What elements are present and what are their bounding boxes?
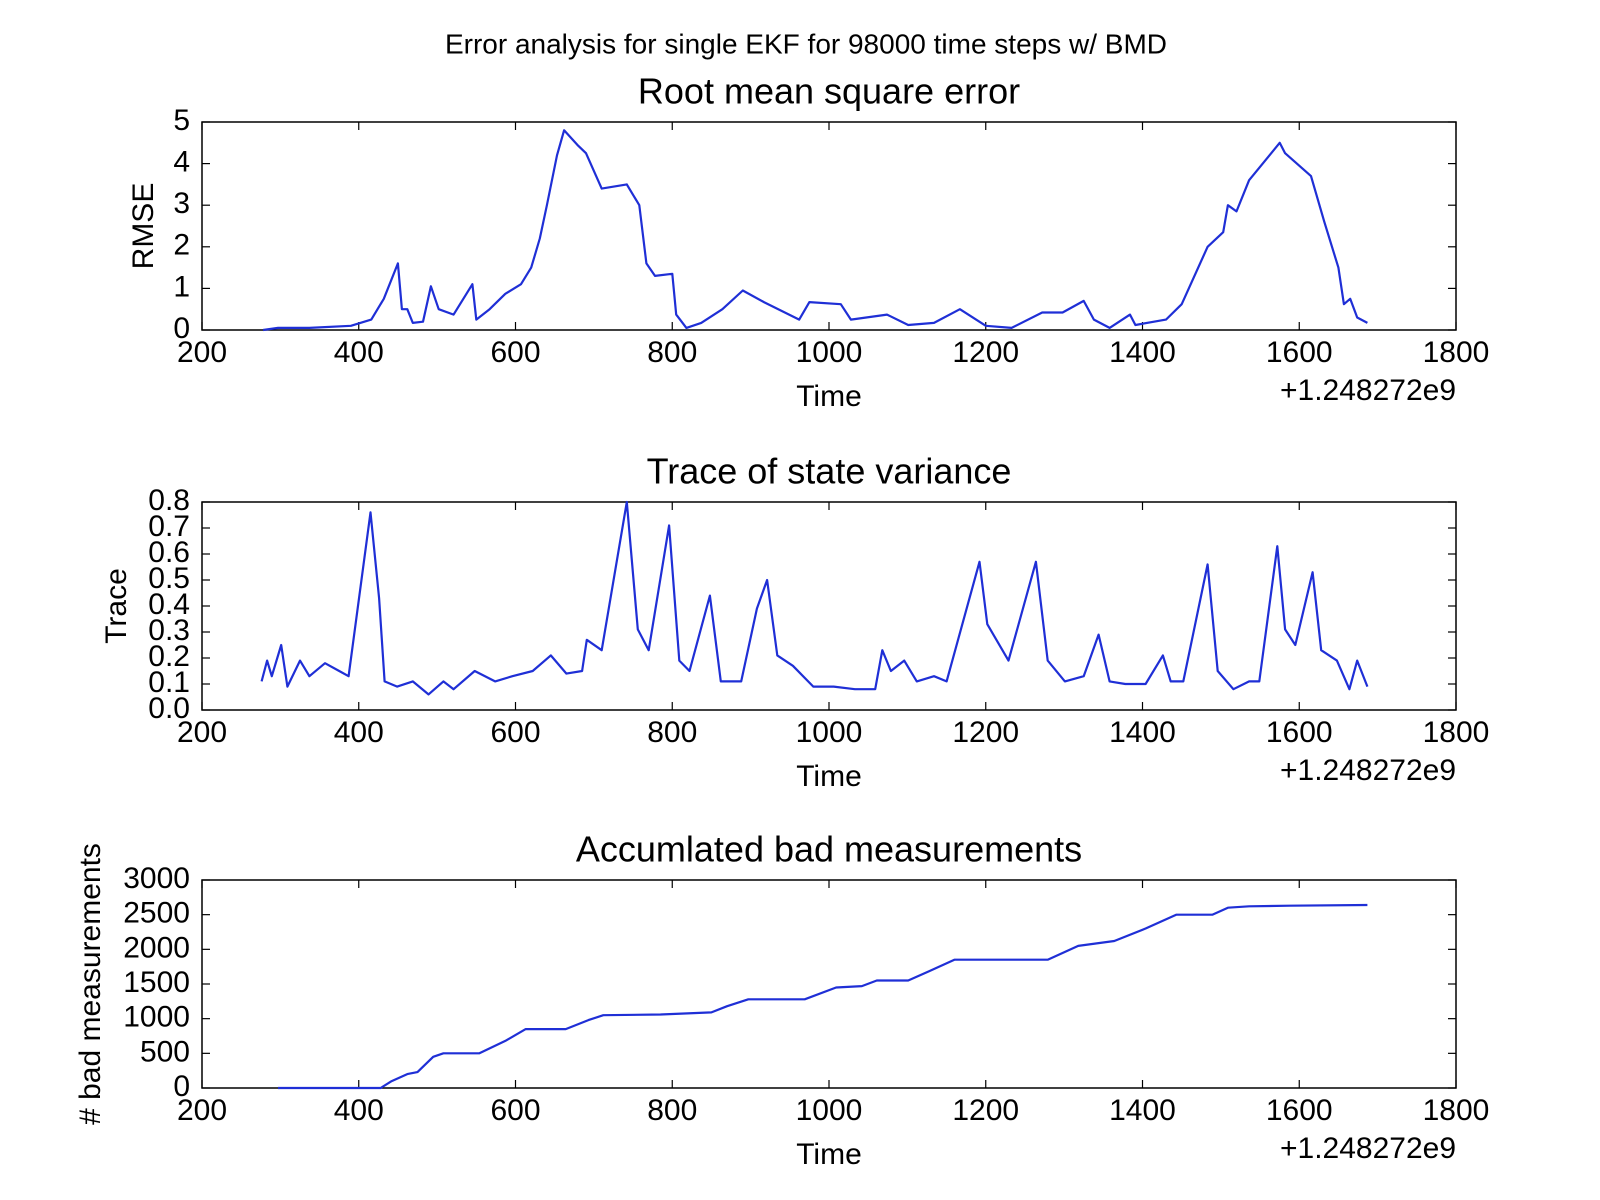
x-tick-label: 1000	[796, 716, 863, 749]
plot-frame	[201, 879, 1457, 1089]
x-tick-label: 1000	[796, 336, 863, 369]
x-tick-label: 1200	[952, 1094, 1019, 1127]
x-offset-label: +1.248272e9	[1280, 1132, 1456, 1165]
y-tick-label: 5	[173, 104, 190, 137]
y-tick-label: 3000	[123, 862, 190, 895]
subplot-title: Trace of state variance	[647, 451, 1012, 492]
x-tick-label: 800	[647, 336, 697, 369]
x-tick-label: 600	[490, 1094, 540, 1127]
y-tick-label: 1	[173, 270, 190, 303]
x-tick-label: 400	[334, 336, 384, 369]
y-tick-label: 0.3	[148, 614, 190, 647]
y-tick-label: 2500	[123, 897, 190, 930]
x-tick-label: 1800	[1423, 716, 1490, 749]
y-tick-label: 1000	[123, 1001, 190, 1034]
y-axis-label: Trace	[100, 568, 133, 644]
subplot-title: Accumlated bad measurements	[576, 829, 1082, 870]
x-tick-label: 1200	[952, 716, 1019, 749]
x-offset-label: +1.248272e9	[1280, 754, 1456, 787]
x-tick-label: 600	[490, 336, 540, 369]
figure-title: Error analysis for single EKF for 98000 …	[445, 28, 1167, 59]
x-tick-label: 800	[647, 1094, 697, 1127]
x-tick-label: 1600	[1266, 336, 1333, 369]
data-line	[278, 903, 1368, 1090]
y-tick-label: 0.2	[148, 640, 190, 673]
data-line	[262, 129, 1368, 332]
x-tick-label: 1600	[1266, 716, 1333, 749]
y-tick-label: 4	[173, 146, 190, 179]
y-tick-label: 0.0	[148, 692, 190, 725]
y-tick-label: 1500	[123, 966, 190, 999]
x-tick-label: 1400	[1109, 716, 1176, 749]
y-axis-label: # bad measurements	[74, 843, 107, 1125]
x-tick-label: 1000	[796, 1094, 863, 1127]
x-tick-label: 1200	[952, 336, 1019, 369]
x-tick-label: 1400	[1109, 336, 1176, 369]
x-tick-label: 800	[647, 716, 697, 749]
y-tick-label: 0.5	[148, 562, 190, 595]
x-tick-label: 600	[490, 716, 540, 749]
y-tick-label: 0.6	[148, 536, 190, 569]
x-tick-label: 1800	[1423, 1094, 1490, 1127]
x-tick-label: 400	[334, 1094, 384, 1127]
y-tick-label: 2000	[123, 931, 190, 964]
plot-frame	[201, 501, 1457, 711]
y-tick-label: 0.8	[148, 484, 190, 517]
plot-frame	[201, 121, 1457, 331]
y-tick-label: 0.7	[148, 510, 190, 543]
subplot-title: Root mean square error	[638, 71, 1020, 112]
y-tick-label: 0.1	[148, 666, 190, 699]
x-tick-label: 1600	[1266, 1094, 1333, 1127]
x-axis-label: Time	[796, 380, 862, 413]
x-tick-label: 200	[177, 716, 227, 749]
x-tick-label: 1800	[1423, 336, 1490, 369]
y-tick-label: 0.4	[148, 588, 190, 621]
data-line	[260, 500, 1369, 696]
y-tick-label: 500	[140, 1035, 190, 1068]
y-tick-label: 0	[173, 1070, 190, 1103]
x-axis-label: Time	[796, 760, 862, 793]
y-tick-label: 3	[173, 187, 190, 220]
x-axis-label: Time	[796, 1138, 862, 1171]
y-axis-label: RMSE	[127, 183, 160, 270]
y-tick-label: 0	[173, 312, 190, 345]
x-tick-label: 200	[177, 1094, 227, 1127]
x-offset-label: +1.248272e9	[1280, 374, 1456, 407]
x-tick-label: 200	[177, 336, 227, 369]
x-tick-label: 400	[334, 716, 384, 749]
x-tick-label: 1400	[1109, 1094, 1176, 1127]
y-tick-label: 2	[173, 229, 190, 262]
